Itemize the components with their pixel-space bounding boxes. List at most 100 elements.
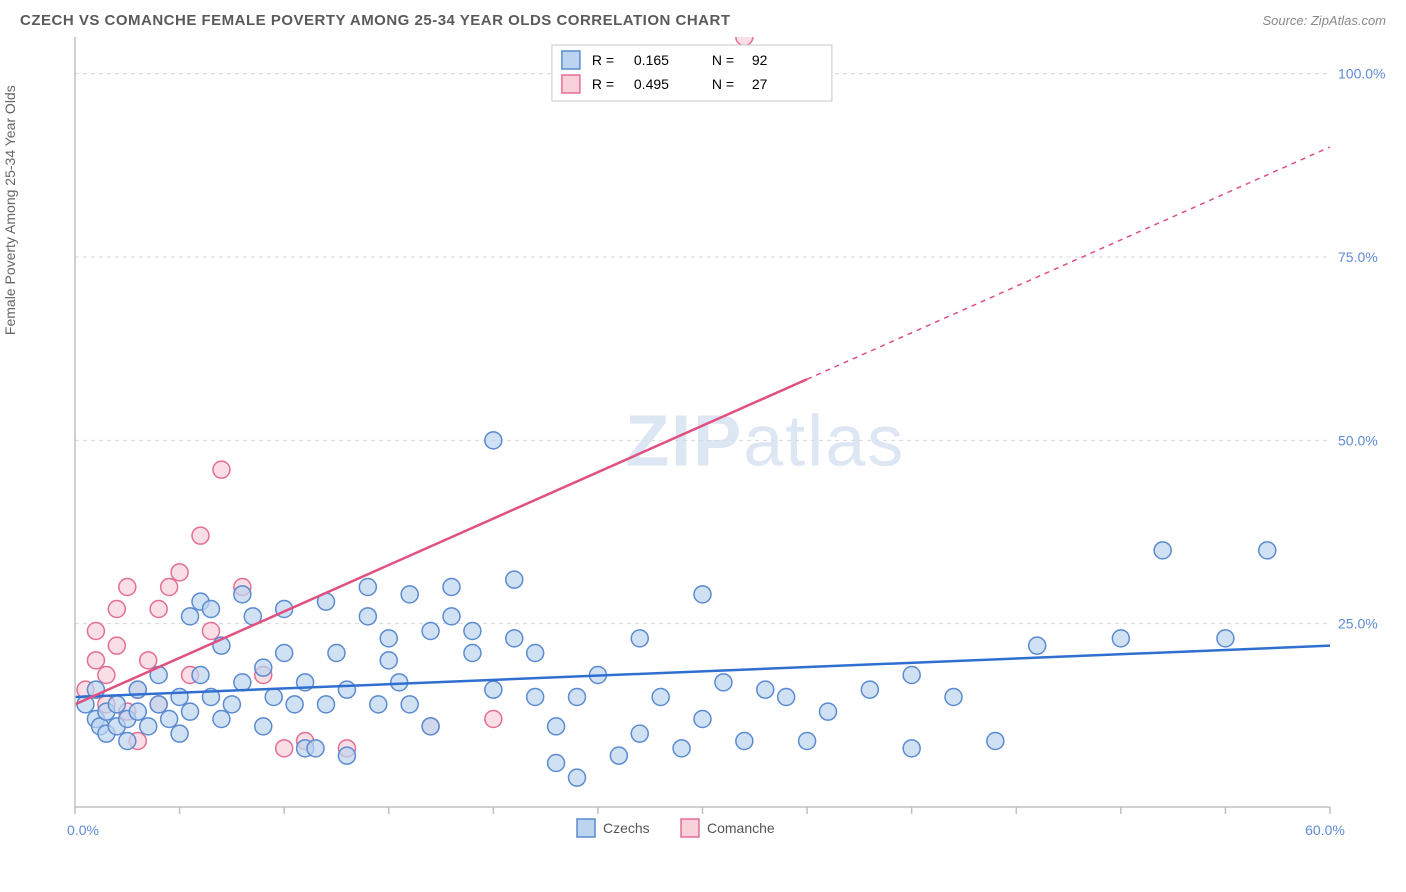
legend-swatch-comanche xyxy=(562,75,580,93)
czechs-point xyxy=(443,608,460,625)
czechs-point xyxy=(1029,637,1046,654)
chart-title: CZECH VS COMANCHE FEMALE POVERTY AMONG 2… xyxy=(20,12,731,29)
czechs-point xyxy=(171,725,188,742)
czechs-point xyxy=(338,747,355,764)
czechs-point xyxy=(338,681,355,698)
czechs-point xyxy=(255,659,272,676)
comanche-point xyxy=(276,740,293,757)
czechs-point xyxy=(527,689,544,706)
comanche-point xyxy=(171,564,188,581)
legend-r-label: R = xyxy=(592,76,614,92)
czechs-point xyxy=(192,667,209,684)
czechs-point xyxy=(464,623,481,640)
czechs-point xyxy=(140,718,157,735)
czechs-point xyxy=(359,579,376,596)
czechs-point xyxy=(401,696,418,713)
czechs-point xyxy=(307,740,324,757)
czechs-point xyxy=(1217,630,1234,647)
legend-swatch-czechs xyxy=(562,51,580,69)
czechs-point xyxy=(548,718,565,735)
comanche-point xyxy=(150,601,167,618)
czechs-point xyxy=(1112,630,1129,647)
comanche-point xyxy=(202,623,219,640)
czechs-point xyxy=(255,718,272,735)
czechs-point xyxy=(778,689,795,706)
czechs-point xyxy=(380,652,397,669)
legend-r-value: 0.495 xyxy=(634,76,669,92)
scatter-chart: 25.0%50.0%75.0%100.0%ZIPatlas0.0%60.0%R … xyxy=(20,37,1386,867)
czechs-point xyxy=(631,725,648,742)
bottom-legend-swatch xyxy=(577,819,595,837)
czechs-point xyxy=(119,733,136,750)
czechs-point xyxy=(171,689,188,706)
czechs-point xyxy=(506,571,523,588)
comanche-point xyxy=(87,623,104,640)
czechs-point xyxy=(903,667,920,684)
legend-n-label: N = xyxy=(712,76,734,92)
comanche-point xyxy=(108,637,125,654)
bottom-legend-swatch xyxy=(681,819,699,837)
czechs-point xyxy=(1259,542,1276,559)
y-tick-label: 25.0% xyxy=(1338,616,1378,632)
y-tick-label: 100.0% xyxy=(1338,66,1385,82)
czechs-point xyxy=(182,703,199,720)
comanche-point xyxy=(119,579,136,596)
czechs-point xyxy=(548,755,565,772)
y-tick-label: 75.0% xyxy=(1338,249,1378,265)
czechs-point xyxy=(715,674,732,691)
comanche-point xyxy=(485,711,502,728)
comanche-point xyxy=(140,652,157,669)
czechs-point xyxy=(234,674,251,691)
y-tick-label: 50.0% xyxy=(1338,432,1378,448)
comanche-point xyxy=(87,652,104,669)
czechs-point xyxy=(276,645,293,662)
chart-container: Female Poverty Among 25-34 Year Olds 25.… xyxy=(20,37,1386,867)
legend-n-label: N = xyxy=(712,52,734,68)
czechs-point xyxy=(1154,542,1171,559)
czechs-point xyxy=(736,733,753,750)
czechs-point xyxy=(610,747,627,764)
czechs-point xyxy=(129,703,146,720)
czechs-point xyxy=(569,689,586,706)
czechs-point xyxy=(422,718,439,735)
czechs-point xyxy=(202,601,219,618)
comanche-point xyxy=(213,461,230,478)
czechs-point xyxy=(286,696,303,713)
czechs-point xyxy=(359,608,376,625)
y-axis-label: Female Poverty Among 25-34 Year Olds xyxy=(2,85,18,335)
legend-n-value: 92 xyxy=(752,52,768,68)
x-tick-label: 0.0% xyxy=(67,822,99,838)
x-tick-label: 60.0% xyxy=(1305,822,1345,838)
czechs-point xyxy=(401,586,418,603)
czechs-point xyxy=(380,630,397,647)
czechs-point xyxy=(694,711,711,728)
czechs-point xyxy=(234,586,251,603)
czechs-point xyxy=(108,696,125,713)
czechs-point xyxy=(485,432,502,449)
comanche-point xyxy=(736,37,753,46)
czechs-point xyxy=(757,681,774,698)
czechs-point xyxy=(265,689,282,706)
czechs-point xyxy=(652,689,669,706)
comanche-point xyxy=(98,667,115,684)
czechs-point xyxy=(485,681,502,698)
czechs-point xyxy=(799,733,816,750)
czechs-point xyxy=(945,689,962,706)
czechs-point xyxy=(150,696,167,713)
czechs-point xyxy=(223,696,240,713)
czechs-point xyxy=(903,740,920,757)
czechs-point xyxy=(213,711,230,728)
comanche-point xyxy=(108,601,125,618)
czechs-point xyxy=(694,586,711,603)
czechs-point xyxy=(464,645,481,662)
czechs-point xyxy=(569,769,586,786)
czechs-point xyxy=(182,608,199,625)
source-attribution: Source: ZipAtlas.com xyxy=(1262,13,1386,28)
comanche-trend xyxy=(75,379,807,704)
czechs-point xyxy=(506,630,523,647)
czechs-point xyxy=(443,579,460,596)
czechs-point xyxy=(673,740,690,757)
legend-n-value: 27 xyxy=(752,76,768,92)
czechs-point xyxy=(161,711,178,728)
bottom-legend-label: Comanche xyxy=(707,820,775,836)
